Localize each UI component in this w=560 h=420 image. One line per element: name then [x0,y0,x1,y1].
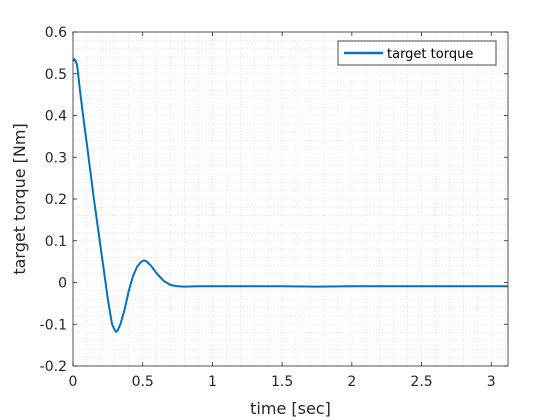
x-tick-label: 1.5 [271,374,293,390]
y-tick-label: 0.6 [45,25,67,41]
x-tick-label: 1 [208,374,217,390]
y-tick-label: 0 [58,276,67,292]
y-tick-label: -0.2 [40,359,67,375]
x-tick-label: 2 [347,374,356,390]
y-axis-label: target torque [Nm] [10,123,29,274]
y-tick-label: 0.5 [45,67,67,83]
x-tick-label: 0 [69,374,78,390]
x-axis-label: time [sec] [250,399,331,418]
y-tick-label: 0.3 [45,150,67,166]
y-tick-label: 0.1 [45,234,67,250]
y-tick-label: 0.4 [45,109,67,125]
legend-label-target-torque: target torque [387,47,473,62]
x-tick-label: 3 [487,374,496,390]
x-tick-label: 0.5 [132,374,154,390]
y-tick-label: 0.2 [45,192,67,208]
legend: target torque [338,41,496,65]
y-tick-label: -0.1 [40,317,67,333]
x-tick-label: 2.5 [410,374,432,390]
